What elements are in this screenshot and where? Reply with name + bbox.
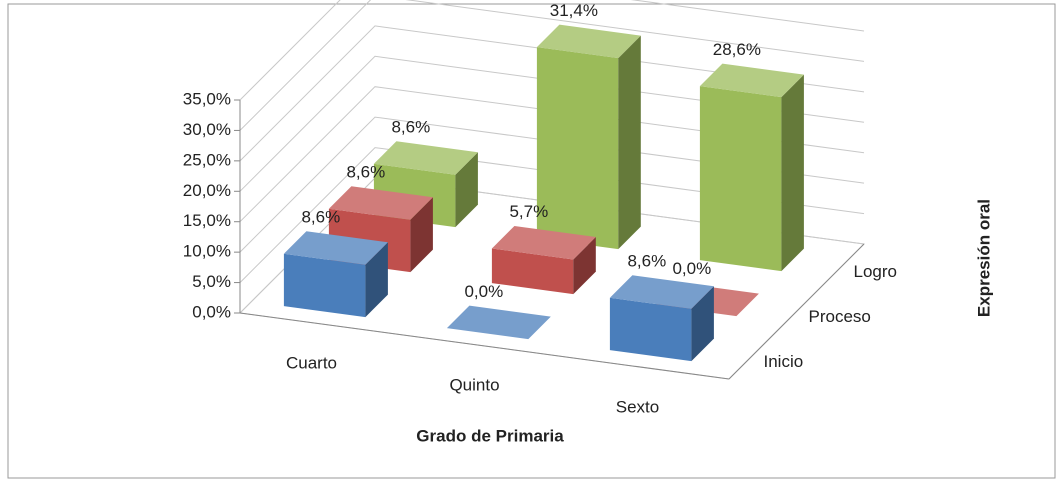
data-label: 8,6% (346, 163, 385, 182)
legend-label: Proceso (809, 307, 871, 326)
data-label: 31,4% (550, 1, 598, 20)
bar-front (609, 297, 692, 362)
bar-top (491, 226, 596, 260)
bar (446, 305, 551, 340)
bar-side (573, 237, 596, 295)
z-axis-title: Expresión oral (974, 199, 993, 317)
bar-side (410, 197, 433, 273)
y-tick-label: 35,0% (183, 89, 231, 108)
bar-top (536, 24, 641, 59)
bar (536, 24, 641, 250)
bar-front (536, 47, 619, 250)
bar-top (446, 305, 551, 340)
y-tick-label: 10,0% (183, 242, 231, 261)
bar-top (373, 141, 478, 175)
bar (609, 275, 714, 362)
x-axis (239, 312, 730, 380)
bar-front (699, 86, 782, 272)
bar-top (283, 231, 388, 265)
y-tick-label: 30,0% (183, 120, 231, 139)
x-axis-title: Grado de Primaria (416, 426, 564, 445)
y-tick-label: 20,0% (183, 181, 231, 200)
bar-top (699, 63, 804, 98)
bar-front (491, 248, 574, 295)
y-tick-label: 0,0% (192, 302, 231, 321)
bar-top (328, 186, 433, 220)
bar-top (609, 275, 714, 309)
y-tick-label: 5,0% (192, 272, 231, 291)
y-tick-label: 25,0% (183, 150, 231, 169)
bar-side (691, 286, 714, 362)
data-label: 28,6% (713, 40, 761, 59)
bar-side (618, 35, 641, 250)
data-label: 0,0% (672, 259, 711, 278)
x-tick-label: Quinto (449, 375, 499, 394)
data-label: 8,6% (301, 208, 340, 227)
bar (491, 226, 596, 295)
bar (283, 231, 388, 318)
x-tick-label: Cuarto (286, 353, 337, 372)
grid-line (239, 0, 865, 101)
bar-front (283, 253, 366, 318)
legend-label: Inicio (764, 352, 804, 371)
data-label: 5,7% (509, 202, 548, 221)
data-label: 8,6% (391, 118, 430, 137)
bar-side (781, 74, 804, 272)
bar-side (365, 242, 388, 318)
y-tick-label: 15,0% (183, 211, 231, 230)
z-axis (728, 243, 865, 380)
legend-label: Logro (854, 262, 897, 281)
grid-line (239, 0, 865, 131)
bar-side (455, 152, 478, 228)
bar (699, 63, 804, 272)
x-tick-label: Sexto (616, 397, 659, 416)
grid-line (239, 25, 865, 162)
data-label: 8,6% (627, 252, 666, 271)
data-label: 0,0% (464, 282, 503, 301)
